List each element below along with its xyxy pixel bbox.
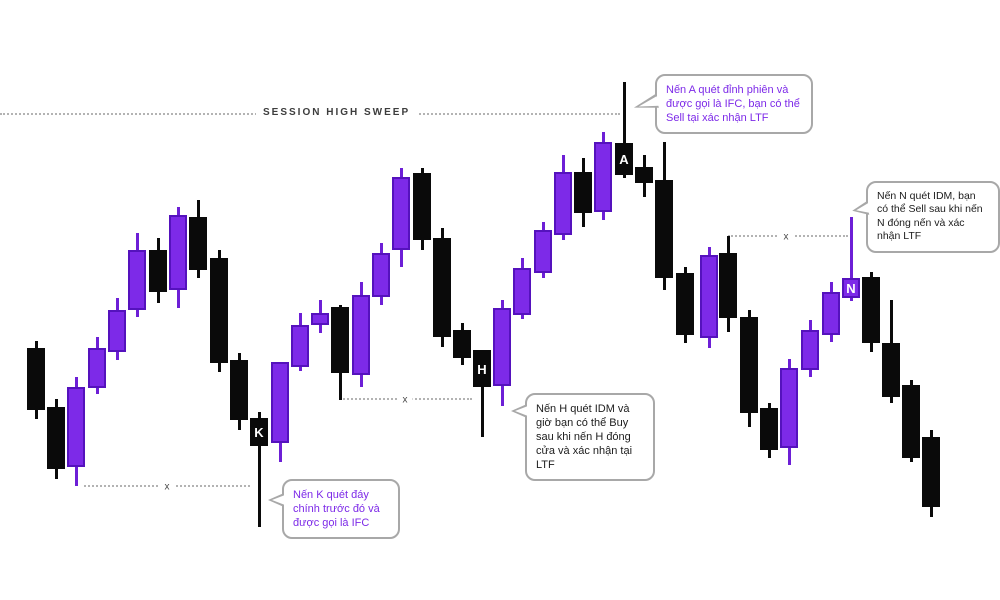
annotation-k-text: Nến K quét đáy chính trước đó và được gọ… [293, 489, 380, 530]
candle [453, 330, 471, 358]
bubble-tail-icon [272, 495, 285, 505]
k-sweep-x-marker: x [159, 481, 175, 493]
candle [655, 180, 673, 278]
candle [740, 317, 758, 413]
candle-wick-a [623, 82, 626, 178]
candle [594, 142, 612, 212]
candle [922, 437, 940, 507]
bubble-tail-icon [515, 406, 528, 416]
annotation-h-text: Nến H quét IDM và giờ bạn có thể Buy sau… [536, 403, 633, 472]
candle [554, 172, 572, 235]
candle [493, 308, 511, 386]
candle [108, 310, 126, 352]
candle [513, 268, 531, 315]
candle [128, 250, 146, 310]
candle-label-n: N [846, 281, 856, 296]
candle [291, 325, 309, 367]
candle [534, 230, 552, 273]
candle [822, 292, 840, 335]
candle [882, 343, 900, 397]
candle-k [250, 418, 268, 446]
candle [149, 250, 167, 292]
candle-n [842, 278, 860, 298]
candle [862, 277, 880, 343]
candle-wick-k [258, 412, 261, 527]
annotation-a-bubble: Nến A quét đỉnh phiên và được gọi là IFC… [632, 74, 813, 135]
candle-wick-h [481, 350, 484, 437]
candle [27, 348, 45, 410]
candle-wick-n [850, 217, 853, 301]
candle [210, 258, 228, 363]
annotation-n-text: Nến N quét IDM, bạn có thể Sell sau khi … [877, 190, 983, 243]
candle [413, 173, 431, 240]
candle [676, 273, 694, 335]
candle [230, 360, 248, 420]
annotation-a-text: Nến A quét đỉnh phiên và được gọi là IFC… [666, 84, 800, 125]
candle [67, 387, 85, 467]
candle [801, 330, 819, 370]
candle-h [473, 350, 491, 387]
candle [352, 295, 370, 375]
candle [372, 253, 390, 297]
n-sweep-x-marker: x [778, 231, 794, 243]
candle [331, 307, 349, 373]
candle [311, 313, 329, 325]
candle-label-k: K [254, 425, 264, 440]
session-high-sweep-label: SESSION HIGH SWEEP [256, 107, 418, 118]
candle [433, 238, 451, 337]
candle [780, 368, 798, 448]
candle [88, 348, 106, 388]
candle [47, 407, 65, 469]
annotation-k-bubble: Nến K quét đáy chính trước đó và được gọ… [268, 479, 400, 540]
candle [574, 172, 592, 213]
h-sweep-x-marker: x [397, 394, 413, 406]
annotation-n-bubble: Nến N quét IDM, bạn có thể Sell sau khi … [851, 181, 1000, 253]
candle [719, 253, 737, 318]
candle [760, 408, 778, 450]
candle [189, 217, 207, 270]
candle [271, 362, 289, 443]
candle-label-a: A [619, 152, 629, 167]
candle [392, 177, 410, 250]
candle [700, 255, 718, 338]
candle [169, 215, 187, 290]
candle-a [615, 143, 633, 175]
candle [902, 385, 920, 458]
annotation-h-bubble: Nến H quét IDM và giờ bạn có thể Buy sau… [511, 393, 655, 482]
candle [635, 167, 653, 183]
candle-label-h: H [477, 361, 487, 377]
